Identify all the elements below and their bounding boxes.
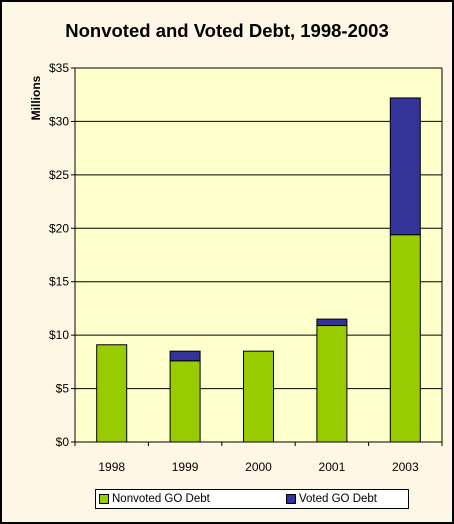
bar-nonvoted-2003 [389, 234, 421, 443]
y-tick-label: $15 [49, 275, 69, 289]
legend-swatch-voted [286, 494, 296, 504]
y-tick-label: $20 [49, 221, 69, 235]
y-tick-label: $5 [56, 382, 70, 396]
y-tick-label: $10 [49, 328, 69, 342]
legend-label-nonvoted: Nonvoted GO Debt [112, 493, 210, 505]
x-tick-label: 2003 [392, 460, 419, 474]
bar-nonvoted-2000 [243, 350, 274, 443]
bar-voted-2001 [316, 318, 348, 327]
y-axis-title: Millions [29, 75, 43, 120]
bar-voted-2003 [389, 97, 421, 236]
y-tick-label: $25 [49, 168, 69, 182]
y-tick-label: $0 [56, 435, 70, 449]
x-tick-label: 2000 [245, 460, 272, 474]
y-tick-label: $35 [49, 61, 69, 75]
bar-voted-1999 [169, 350, 201, 362]
x-tick-label: 2001 [319, 460, 346, 474]
x-tick-label: 1998 [98, 460, 125, 474]
legend-label-voted: Voted GO Debt [299, 493, 377, 505]
legend-item-nonvoted: Nonvoted GO Debt [99, 493, 210, 505]
bar-nonvoted-2001 [316, 325, 348, 443]
legend-item-voted: Voted GO Debt [286, 493, 377, 505]
bar-nonvoted-1998 [96, 344, 128, 443]
y-tick-label: $30 [49, 114, 69, 128]
x-tick-label: 1999 [172, 460, 199, 474]
chart-title: Nonvoted and Voted Debt, 1998-2003 [65, 20, 389, 41]
bar-nonvoted-1999 [169, 360, 201, 443]
chart-legend: Nonvoted GO Debt Voted GO Debt [95, 489, 409, 509]
legend-swatch-nonvoted [99, 494, 109, 504]
